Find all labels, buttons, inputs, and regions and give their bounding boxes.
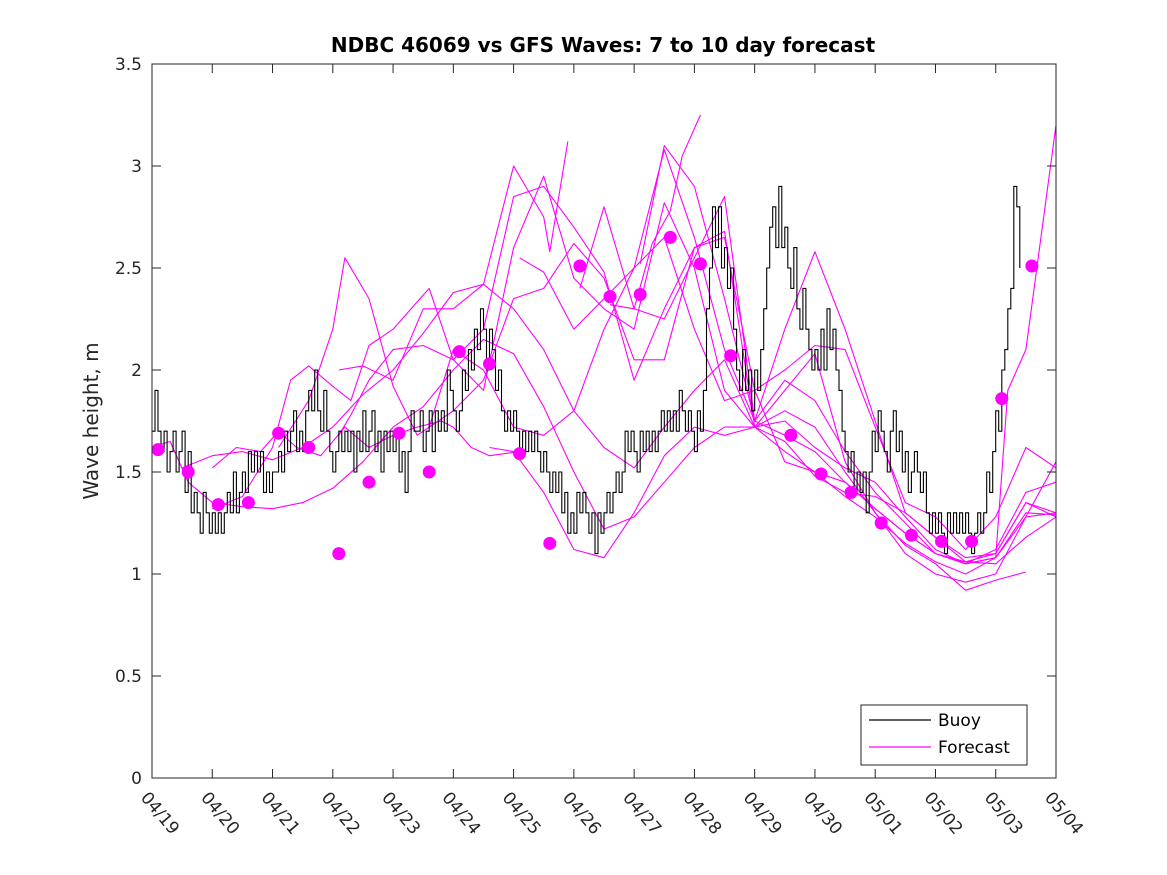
forecast-line-12 <box>338 141 569 381</box>
chart-title: NDBC 46069 vs GFS Waves: 7 to 10 day for… <box>331 33 876 57</box>
y-tick-label: 3 <box>131 157 142 177</box>
legend-box <box>860 704 1028 766</box>
forecast-marker-25 <box>904 528 918 542</box>
y-tick-label: 2.5 <box>115 259 142 279</box>
y-tick-label: 2 <box>131 361 142 381</box>
forecast-marker-28 <box>995 392 1009 406</box>
forecast-marker-23 <box>844 485 858 499</box>
forecast-marker-14 <box>543 536 557 550</box>
forecast-marker-26 <box>935 534 948 548</box>
legend: Buoy Forecast <box>860 704 1028 766</box>
y-tick-label: 1.5 <box>115 463 142 483</box>
forecast-marker-19 <box>693 257 707 271</box>
forecast-line-2 <box>181 283 1056 565</box>
forecast-line-13 <box>609 114 701 310</box>
forecast-marker-12 <box>483 357 496 371</box>
forecast-marker-7 <box>332 547 346 561</box>
forecast-marker-6 <box>302 441 316 454</box>
legend-label-forecast: Forecast <box>938 738 1010 758</box>
forecast-marker-10 <box>422 465 436 479</box>
forecast-marker-5 <box>272 426 286 440</box>
forecast-marker-27 <box>965 534 979 548</box>
y-tick-label: 0.5 <box>115 667 142 687</box>
y-axis-label: Wave height, m <box>79 342 103 499</box>
plot-frame <box>151 63 1057 779</box>
y-tick-label: 1 <box>131 565 142 585</box>
forecast-marker-20 <box>724 349 738 363</box>
forecast-marker-16 <box>603 290 617 304</box>
forecast-marker-3 <box>211 498 225 512</box>
series-group <box>152 114 1056 591</box>
buoy-line <box>152 185 1021 555</box>
forecast-marker-21 <box>784 428 798 442</box>
forecast-marker-29 <box>1025 259 1039 273</box>
forecast-marker-17 <box>633 288 647 301</box>
forecast-marker-11 <box>452 345 466 359</box>
y-tick-label: 3.5 <box>115 55 142 75</box>
plot-area <box>151 63 1057 779</box>
forecast-marker-1 <box>152 443 165 457</box>
forecast-marker-4 <box>241 496 255 510</box>
forecast-line-7 <box>489 410 1027 591</box>
forecast-marker-9 <box>392 426 406 440</box>
forecast-marker-15 <box>573 259 587 273</box>
forecast-line-10 <box>639 125 1056 565</box>
forecast-marker-24 <box>874 516 888 530</box>
forecast-line-4 <box>278 230 1056 575</box>
plot-background <box>152 64 1056 778</box>
forecast-marker-13 <box>513 447 527 461</box>
y-tick-label: 0 <box>131 769 142 789</box>
forecast-line-5 <box>338 175 1056 583</box>
legend-label-buoy: Buoy <box>938 711 981 731</box>
y-axis: 0 0.5 1 1.5 2 2.5 3 3.5 <box>115 55 1056 789</box>
forecast-marker-2 <box>181 465 195 479</box>
forecast-line-1 <box>152 338 1056 565</box>
forecast-marker-18 <box>663 230 677 244</box>
forecast-marker-8 <box>362 475 376 489</box>
forecast-marker-22 <box>814 467 828 481</box>
